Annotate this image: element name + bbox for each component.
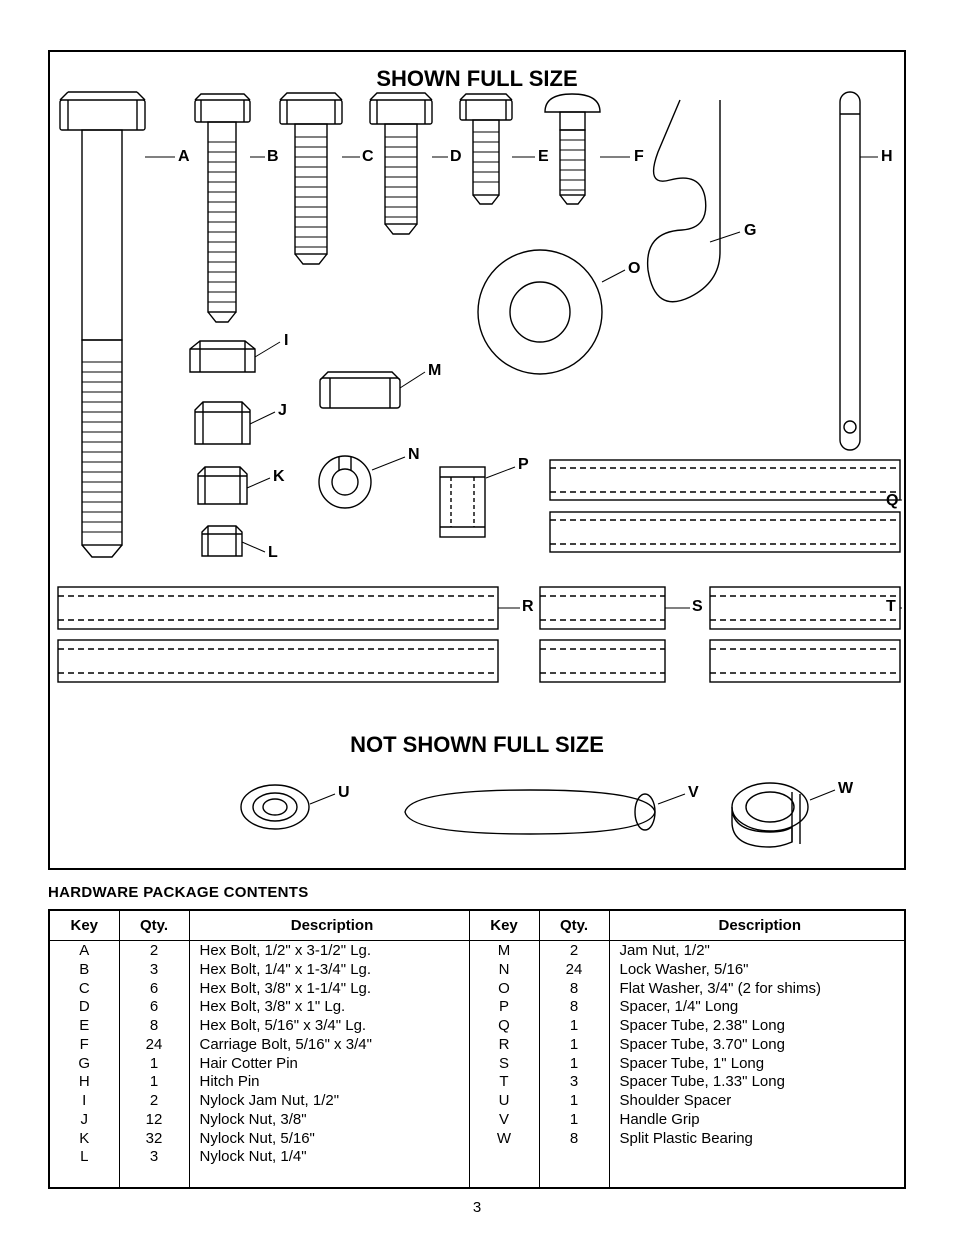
page-number: 3: [48, 1199, 906, 1216]
section-title: HARDWARE PACKAGE CONTENTS: [48, 884, 906, 901]
label-r: R: [522, 598, 534, 616]
label-a: A: [178, 148, 190, 166]
washer-o-icon: [478, 250, 602, 374]
bolt-a-icon: [60, 92, 145, 557]
th-key2: Key: [469, 910, 539, 941]
label-v: V: [688, 784, 699, 802]
label-o: O: [628, 260, 640, 278]
diagram-title-bottom: NOT SHOWN FULL SIZE: [50, 732, 904, 758]
label-b: B: [267, 148, 279, 166]
label-p: P: [518, 456, 529, 474]
label-f: F: [634, 148, 644, 166]
tube-r-icon: [58, 587, 498, 682]
bolt-b-icon: [195, 94, 250, 322]
label-g: G: [744, 222, 756, 240]
th-qty2: Qty.: [539, 910, 609, 941]
label-c: C: [362, 148, 374, 166]
label-m: M: [428, 362, 441, 380]
shoulder-spacer-icon: [241, 785, 309, 829]
cotter-pin-icon: [648, 100, 720, 302]
descs-left: Hex Bolt, 1/2" x 3-1/2" Lg.Hex Bolt, 1/4…: [189, 941, 469, 1188]
label-t: T: [886, 598, 896, 616]
qtys-left: 236682411212323: [119, 941, 189, 1188]
label-j: J: [278, 402, 287, 420]
label-n: N: [408, 446, 420, 464]
spacer-p-icon: [440, 467, 485, 537]
th-qty: Qty.: [119, 910, 189, 941]
th-key: Key: [49, 910, 119, 941]
tube-t-icon: [710, 587, 900, 682]
label-u: U: [338, 784, 350, 802]
handle-grip-icon: [405, 790, 655, 834]
nut-l-icon: [202, 526, 242, 556]
bolt-f-icon: [545, 94, 600, 204]
keys-left: ABCDEFGHIJKL: [49, 941, 119, 1188]
label-i: I: [284, 332, 288, 350]
table-body-row: ABCDEFGHIJKL 236682411212323 Hex Bolt, 1…: [49, 941, 905, 1188]
label-d: D: [450, 148, 462, 166]
label-s: S: [692, 598, 703, 616]
label-l: L: [268, 544, 278, 562]
bolt-d-icon: [370, 93, 432, 234]
label-k: K: [273, 468, 285, 486]
tube-s-icon: [540, 587, 665, 682]
nut-j-icon: [195, 402, 250, 444]
nut-k-icon: [198, 467, 247, 504]
label-h: H: [881, 148, 893, 166]
tube-q-icon: [550, 460, 900, 552]
qtys-right: 224881113118: [539, 941, 609, 1188]
hardware-diagram: SHOWN FULL SIZE: [48, 50, 906, 870]
label-w: W: [838, 780, 853, 798]
th-desc2: Description: [609, 910, 905, 941]
bolt-c-icon: [280, 93, 342, 264]
page: SHOWN FULL SIZE: [0, 0, 954, 1236]
hardware-table: Key Qty. Description Key Qty. Descriptio…: [48, 909, 906, 1189]
nut-m-icon: [320, 372, 400, 408]
table-header-row: Key Qty. Description Key Qty. Descriptio…: [49, 910, 905, 941]
label-q: Q: [886, 492, 898, 510]
descs-right: Jam Nut, 1/2"Lock Washer, 5/16"Flat Wash…: [609, 941, 905, 1188]
hitch-pin-icon: [840, 92, 860, 450]
keys-right: MNOPQRSTUVW: [469, 941, 539, 1188]
th-desc: Description: [189, 910, 469, 941]
nut-i-icon: [190, 341, 255, 372]
bolt-e-icon: [460, 94, 512, 204]
bearing-w-icon: [732, 783, 808, 847]
label-e: E: [538, 148, 549, 166]
washer-n-icon: [319, 456, 371, 508]
